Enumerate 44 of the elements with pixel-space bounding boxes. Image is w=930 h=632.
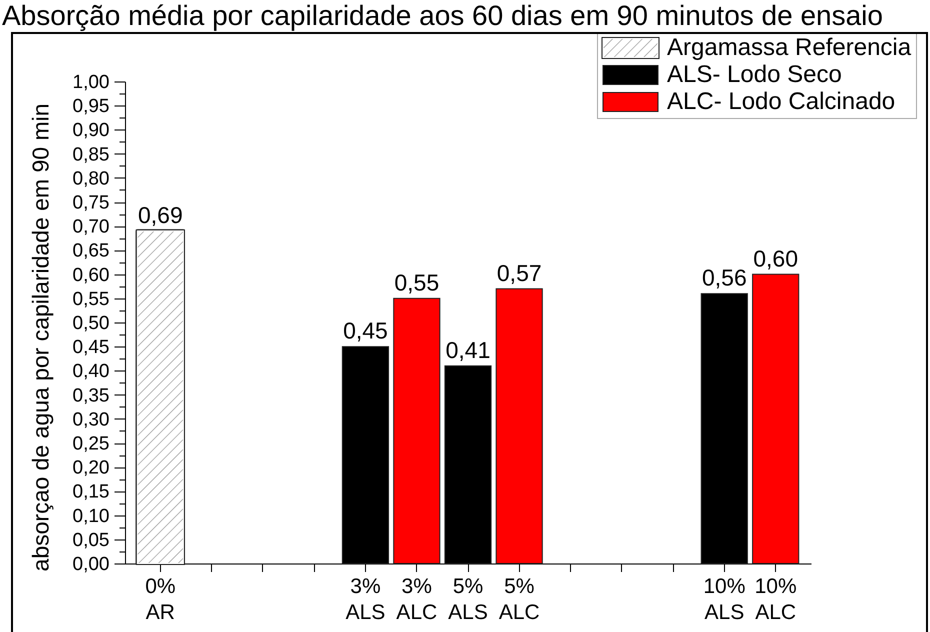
data-label: 0,69 xyxy=(138,202,183,228)
y-tick-label: 0,10 xyxy=(72,506,110,527)
bar xyxy=(393,298,440,564)
bar xyxy=(496,288,543,564)
y-tick-label: 0,45 xyxy=(72,337,110,358)
y-tick-label: 0,55 xyxy=(72,288,110,310)
bar xyxy=(136,230,184,564)
chart-title: Absorção média por capilaridade aos 60 dias em 90 minutos de ensaio xyxy=(2,0,883,31)
data-label: 0,55 xyxy=(394,269,440,296)
y-tick-label: 0,65 xyxy=(72,240,110,262)
y-tick-label: 0,05 xyxy=(72,530,110,551)
data-label: 0,60 xyxy=(753,245,798,272)
legend-label: Argamassa Referencia xyxy=(667,34,912,61)
bar xyxy=(752,274,800,564)
y-tick-label: 0,15 xyxy=(72,482,110,503)
y-tick-label: 0,40 xyxy=(72,361,110,382)
y-tick-label: 0,30 xyxy=(72,409,110,430)
x-tick-label: 10% ALS xyxy=(703,575,746,624)
x-tick-label: 10% ALC xyxy=(754,575,797,624)
y-tick-label: 0,25 xyxy=(72,434,110,454)
x-tick-label: 3% ALC xyxy=(396,575,438,624)
data-label: 0,45 xyxy=(343,318,388,344)
legend-label: ALC- Lodo Calcinado xyxy=(667,88,896,115)
data-label: 0,56 xyxy=(702,264,747,291)
y-tick-label: 0,80 xyxy=(72,168,110,190)
x-tick-label: 5% ALS xyxy=(448,575,488,624)
y-axis-title: absorçao de agua por capilaridade em 90 min xyxy=(28,103,54,572)
data-label: 0,57 xyxy=(496,260,542,286)
y-tick-label: 0,95 xyxy=(72,96,110,118)
y-tick-label: 0,90 xyxy=(72,120,110,142)
y-tick-label: 0,85 xyxy=(72,144,110,166)
legend-label: ALS- Lodo Seco xyxy=(667,61,842,88)
y-tick-label: 0,35 xyxy=(72,385,110,406)
y-tick-label: 1,00 xyxy=(72,72,110,93)
y-tick-label: 0,50 xyxy=(72,313,110,334)
data-label: 0,41 xyxy=(446,336,490,363)
y-tick-label: 0,20 xyxy=(72,458,110,479)
y-tick-label: 0,70 xyxy=(72,216,110,238)
x-tick-label: 0% AR xyxy=(145,575,176,624)
y-tick-label: 0,60 xyxy=(72,264,110,286)
x-tick-label: 3% ALS xyxy=(346,575,386,624)
y-tick-label: 0,75 xyxy=(72,192,110,214)
x-tick-label: 5% ALC xyxy=(498,575,540,624)
y-tick-label: 0,00 xyxy=(72,554,110,575)
